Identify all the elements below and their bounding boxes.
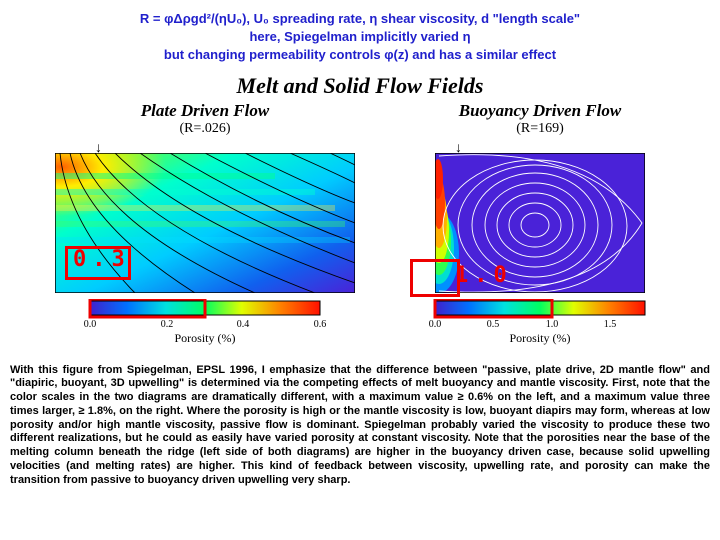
left-colorbar: 0.0 0.2 0.4 0.6 Porosity (%): [65, 299, 345, 350]
right-colorbar-label: Porosity (%): [510, 331, 571, 345]
left-colorbar-svg: 0.0 0.2 0.4 0.6 Porosity (%): [65, 299, 345, 345]
svg-text:1.0: 1.0: [546, 319, 559, 330]
right-colorbar-svg: 0.0 0.5 1.0 1.5 Porosity (%): [415, 299, 665, 345]
left-annotation-value: 0.3: [73, 247, 131, 272]
main-title: Melt and Solid Flow Fields: [10, 73, 710, 99]
right-panel-title: Buoyancy Driven Flow: [459, 101, 621, 121]
left-colorbar-label: Porosity (%): [175, 331, 236, 345]
arrow-marker-icon: ↓: [455, 139, 462, 153]
right-annotation-value: 1.0: [455, 263, 513, 288]
left-panel-title: Plate Driven Flow: [141, 101, 269, 121]
header-line3: but changing permeability controls φ(z) …: [10, 46, 710, 64]
svg-text:0.5: 0.5: [487, 319, 500, 330]
header-formula: R = φΔρgd²/(ηU₀), U₀ spreading rate, η s…: [10, 10, 710, 65]
svg-text:0.2: 0.2: [161, 319, 174, 330]
left-flow-field: [55, 153, 355, 293]
header-line1: R = φΔρgd²/(ηU₀), U₀ spreading rate, η s…: [10, 10, 710, 28]
left-panel-subtitle: (R=.026): [179, 121, 230, 137]
figure-caption: With this figure from Spiegelman, EPSL 1…: [10, 364, 710, 488]
svg-text:0.4: 0.4: [237, 319, 250, 330]
right-panel: Buoyancy Driven Flow (R=169) ↓: [415, 101, 665, 350]
panels-row: Plate Driven Flow (R=.026) ↓: [10, 101, 710, 350]
right-colorbar: 0.0 0.5 1.0 1.5 Porosity (%): [415, 299, 665, 350]
header-line2: here, Spiegelman implicitly varied η: [10, 28, 710, 46]
left-panel: Plate Driven Flow (R=.026) ↓: [55, 101, 355, 350]
svg-text:0.6: 0.6: [314, 319, 327, 330]
svg-text:0.0: 0.0: [84, 319, 97, 330]
arrow-marker-icon: ↓: [95, 139, 102, 153]
right-panel-subtitle: (R=169): [516, 121, 564, 137]
svg-text:1.5: 1.5: [604, 319, 617, 330]
svg-text:0.0: 0.0: [429, 319, 442, 330]
